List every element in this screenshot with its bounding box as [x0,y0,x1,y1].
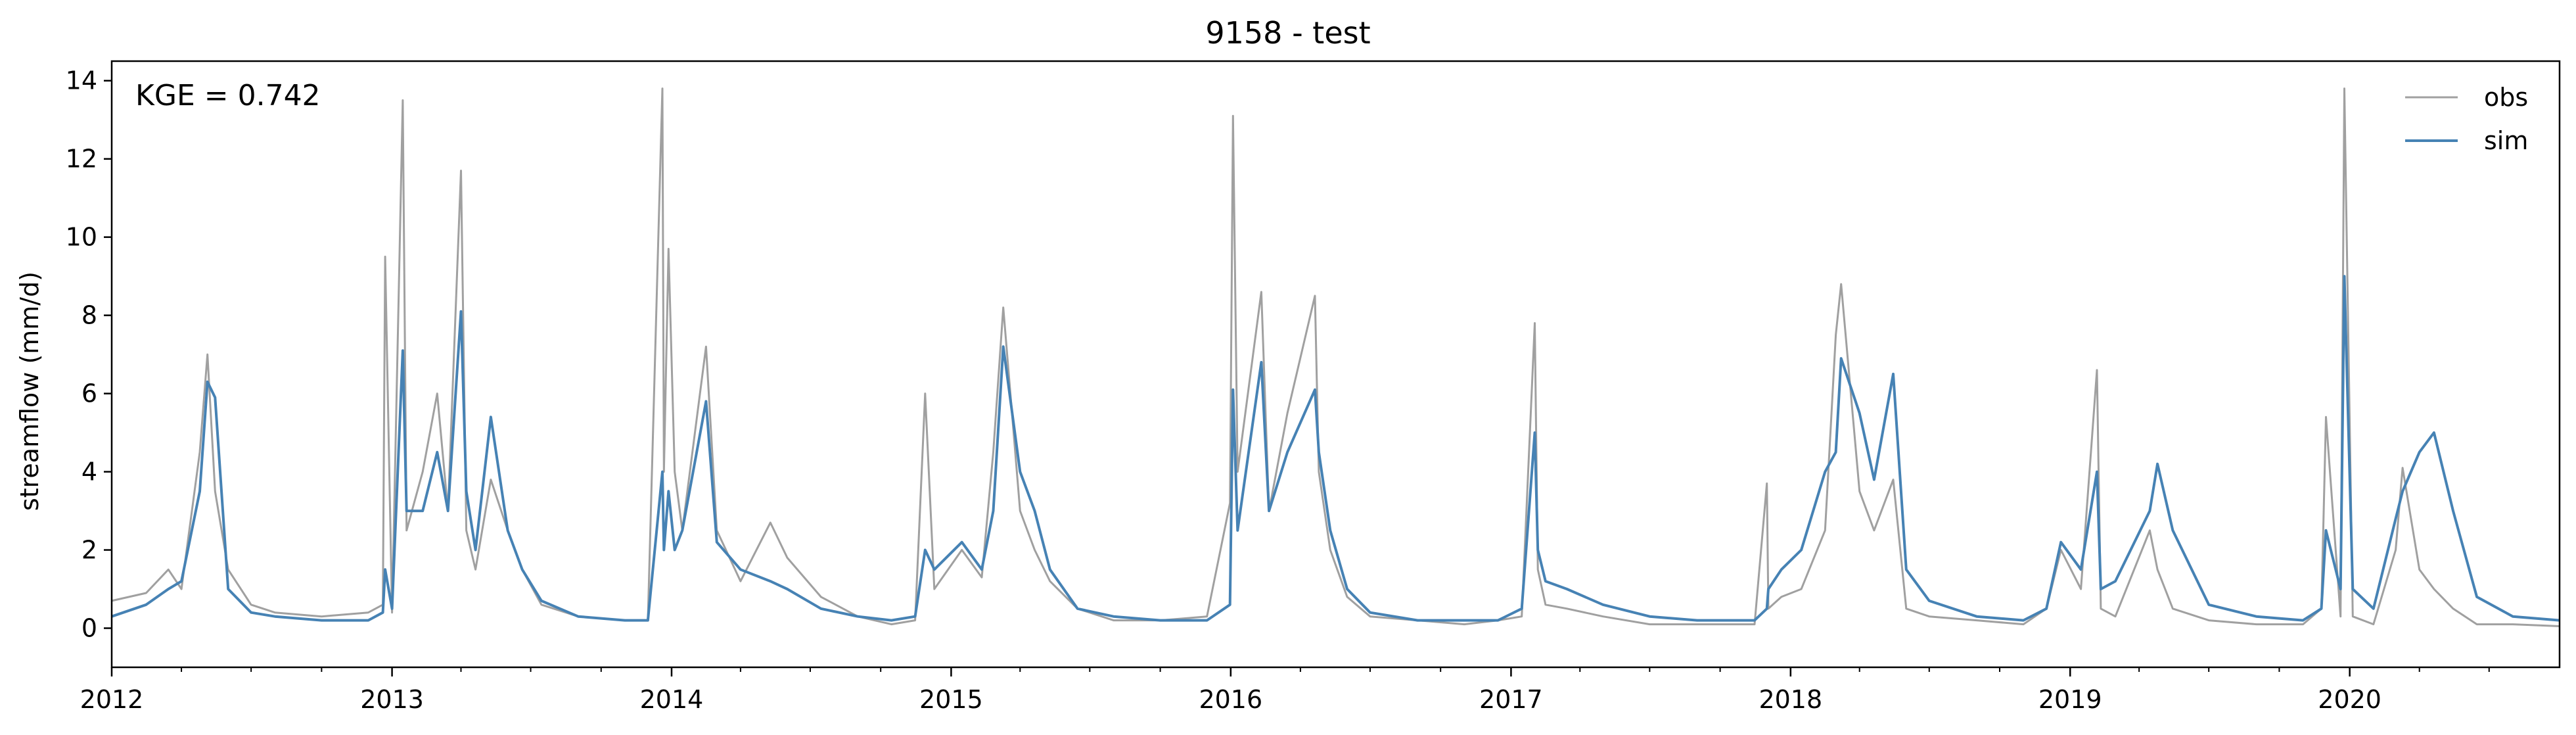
axes-layer: 0 2 4 6 8 10 12 14 2012 2013 2014 2015 2016 2017 2018 2… [66,60,2561,714]
x-tick-label: 2019 [2038,685,2102,714]
legend-label-obs: obs [2484,83,2528,112]
x-tick-label: 2012 [80,685,144,714]
legend-label-sim: sim [2484,126,2528,155]
y-tick-label: 14 [66,66,97,95]
y-tick-label: 8 [81,301,97,330]
series-line-obs [111,87,2560,627]
series-line-sim [111,275,2560,622]
y-tick-label: 10 [66,223,97,252]
x-tick-label: 2014 [640,685,704,714]
y-tick-label: 0 [81,614,97,643]
x-tick-label: 2015 [919,685,983,714]
y-tick-label: 4 [81,458,97,486]
y-axis-label: streamflow (mm/d) [15,272,44,511]
x-tick-label: 2016 [1199,685,1262,714]
x-tick-label: 2020 [2318,685,2381,714]
legend: obs sim [2405,83,2528,155]
chart-title: 9158 - test [1205,15,1370,51]
plot-layer [111,87,2560,627]
y-tick-label: 12 [66,145,97,174]
x-tick-label: 2018 [1759,685,1822,714]
plot-frame [110,60,2561,669]
y-tick-label: 6 [81,379,97,408]
x-tick-label: 2013 [360,685,424,714]
kge-annotation: KGE = 0.742 [135,79,321,112]
x-tick-label: 2017 [1479,685,1543,714]
y-tick-label: 2 [81,536,97,565]
